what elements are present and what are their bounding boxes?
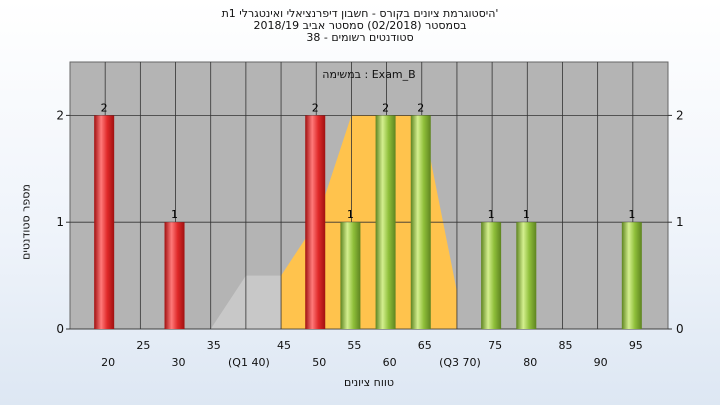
x-tick-label: 35 xyxy=(207,339,221,352)
y-tick-label-right: 2 xyxy=(676,108,684,122)
bar-value-label: 2 xyxy=(417,101,424,114)
x-tick-label: 80 xyxy=(523,356,537,369)
x-tick-label: 60 xyxy=(383,356,397,369)
bar-20 xyxy=(94,115,115,330)
x-tick-label: 20 xyxy=(101,356,115,369)
x-tick-label: 65 xyxy=(418,339,432,352)
chart-title-line-2: בסמסטר (02/2018) סמסטר אביב 2018/19 xyxy=(253,19,467,32)
bar-value-label: 1 xyxy=(488,208,495,221)
bar-75 xyxy=(481,222,502,329)
bar-value-label: 1 xyxy=(171,208,178,221)
x-tick-label: 85 xyxy=(558,339,572,352)
y-tick-label-right: 0 xyxy=(676,322,684,336)
x-tick-label: 30 xyxy=(172,356,186,369)
chart-title-line-1: היסטוגרמת ציונים בקורס - חשבון דיפרנציאל… xyxy=(221,7,499,20)
y-tick-label-left: 1 xyxy=(56,215,64,229)
bar-30 xyxy=(164,222,185,329)
x-tick-label: 25 xyxy=(136,339,150,352)
x-tick-label: (Q3 70) xyxy=(439,356,481,369)
bar-value-label: 1 xyxy=(523,208,530,221)
x-tick-label: 95 xyxy=(629,339,643,352)
bar-80 xyxy=(516,222,537,329)
bar-55 xyxy=(340,222,361,329)
x-tick-label: 55 xyxy=(347,339,361,352)
bar-95 xyxy=(621,222,642,329)
y-tick-label-right: 1 xyxy=(676,215,684,229)
bar-value-label: 1 xyxy=(347,208,354,221)
x-tick-label: 90 xyxy=(594,356,608,369)
chart-title-block: היסטוגרמת ציונים בקורס - חשבון דיפרנציאל… xyxy=(0,8,720,44)
x-tick-label: (Q1 40) xyxy=(228,356,270,369)
bar-value-label: 2 xyxy=(312,101,319,114)
x-tick-label: 45 xyxy=(277,339,291,352)
bar-value-label: 1 xyxy=(628,208,635,221)
bar-value-label: 2 xyxy=(101,101,108,114)
chart-subtitle: במשימה : Exam_B xyxy=(322,68,415,81)
bar-value-label: 2 xyxy=(382,101,389,114)
x-tick-label: 75 xyxy=(488,339,502,352)
bar-50 xyxy=(305,115,326,330)
bar-65 xyxy=(410,115,431,330)
x-axis-title: טווח ציונים xyxy=(344,376,394,389)
y-tick-label-left: 2 xyxy=(56,108,64,122)
y-tick-label-left: 0 xyxy=(56,322,64,336)
x-tick-label: 50 xyxy=(312,356,326,369)
chart-title-line-3: סטודנטים רשומים - 38 xyxy=(306,31,414,44)
y-axis-title: מספר סטודנטים xyxy=(19,184,33,260)
bar-60 xyxy=(375,115,396,330)
